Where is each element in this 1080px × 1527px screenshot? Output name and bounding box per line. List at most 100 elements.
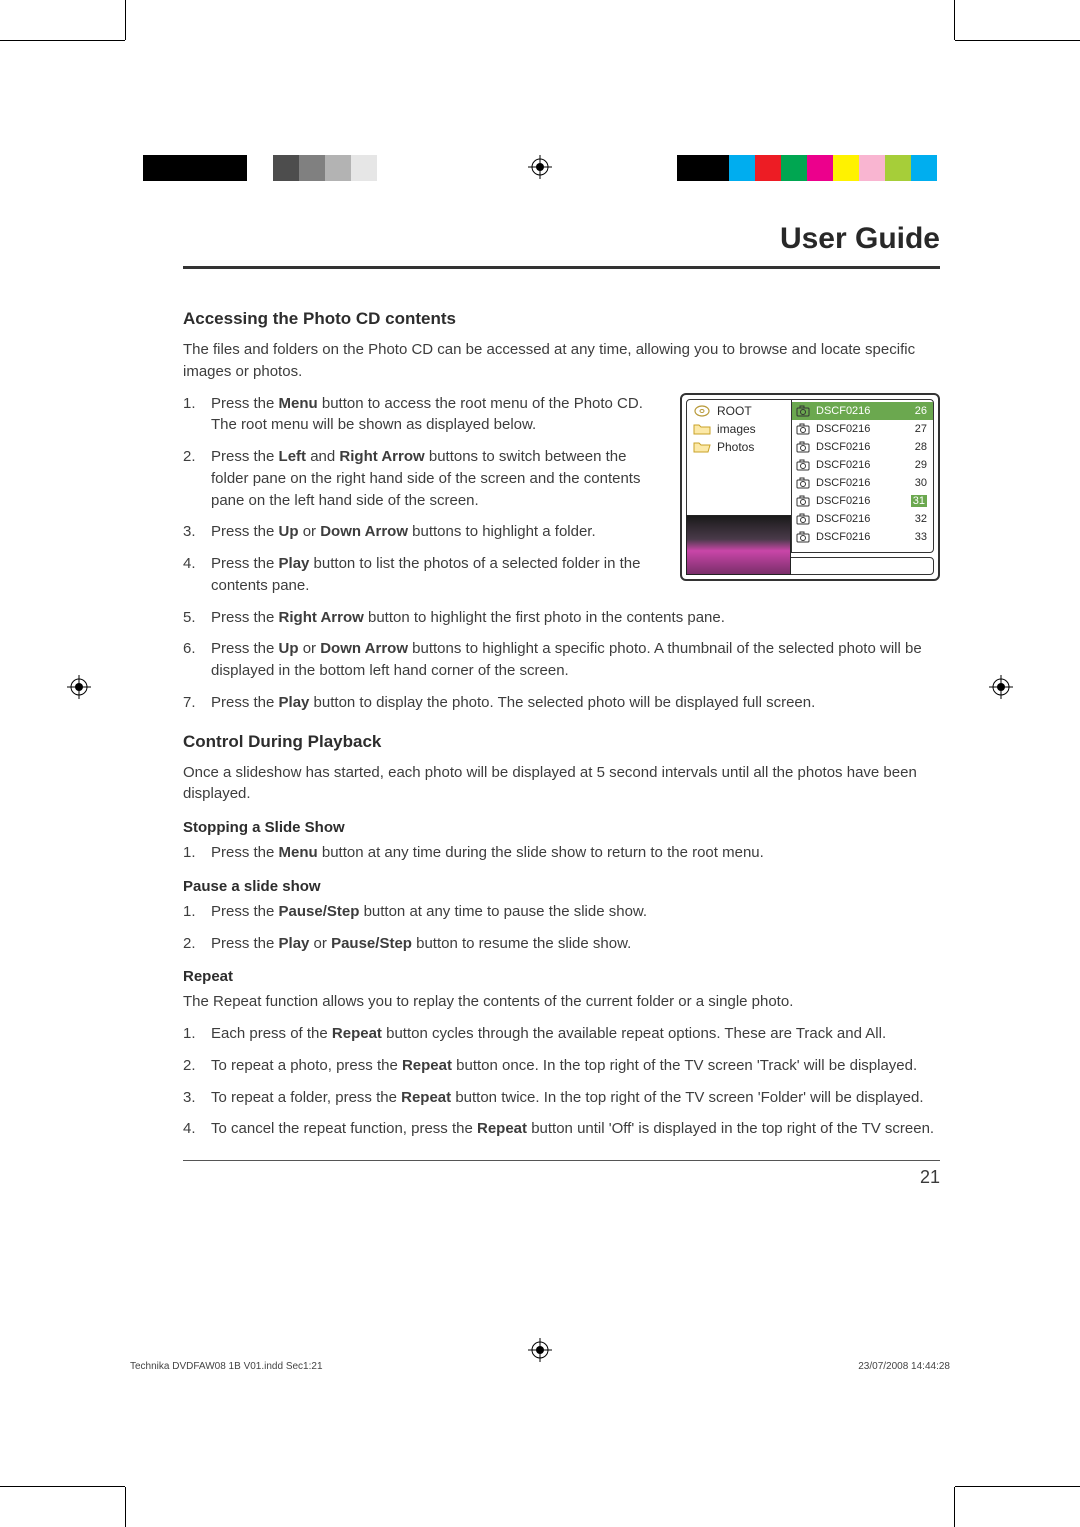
file-row: DSCF021633 [792, 528, 933, 546]
file-number: 26 [915, 405, 927, 417]
list-item: Press the Play button to display the pho… [183, 692, 940, 714]
folder-label: ROOT [717, 404, 752, 418]
list-item: To repeat a photo, press the Repeat butt… [183, 1055, 940, 1077]
list-item: Press the Pause/Step button at any time … [183, 901, 940, 923]
crop-mark [954, 0, 955, 40]
list-item: Press the Menu button to access the root… [183, 393, 662, 437]
color-swatch [755, 155, 781, 181]
registration-mark-icon [989, 675, 1013, 699]
menu-screenshot-figure: ROOTimagesPhotos DSCF021626DSCF021627DSC… [680, 393, 940, 581]
list-item: Press the Left and Right Arrow buttons t… [183, 446, 662, 511]
file-name: DSCF0216 [816, 459, 915, 471]
crop-mark [0, 1486, 125, 1487]
list-item: Press the Play button to list the photos… [183, 553, 662, 597]
list-item: Press the Menu button at any time during… [183, 842, 940, 864]
list-item: Each press of the Repeat button cycles t… [183, 1023, 940, 1045]
list-item: Press the Right Arrow button to highligh… [183, 607, 940, 629]
folder-row: Photos [693, 440, 785, 454]
color-swatch [299, 155, 325, 181]
color-swatch [351, 155, 377, 181]
color-swatch [703, 155, 729, 181]
file-row: DSCF021626 [792, 402, 933, 420]
section-heading: Accessing the Photo CD contents [183, 309, 940, 329]
file-row: DSCF021628 [792, 438, 933, 456]
file-row: DSCF021630 [792, 474, 933, 492]
print-footer-left: Technika DVDFAW08 1B V01.indd Sec1:21 [130, 1361, 323, 1372]
camera-icon [796, 495, 812, 507]
file-row: DSCF021627 [792, 420, 933, 438]
list-item: Press the Play or Pause/Step button to r… [183, 933, 940, 955]
color-swatch [273, 155, 299, 181]
instruction-list: Press the Menu button at any time during… [183, 842, 940, 864]
color-swatch [169, 155, 195, 181]
page-title: User Guide [183, 222, 940, 269]
registration-mark-icon [67, 675, 91, 699]
crop-mark [954, 1487, 955, 1527]
section-intro: The files and folders on the Photo CD ca… [183, 339, 940, 383]
color-swatch [143, 155, 169, 181]
crop-mark [955, 1486, 1080, 1487]
color-swatch [833, 155, 859, 181]
instruction-list: Press the Menu button to access the root… [183, 393, 662, 597]
file-name: DSCF0216 [816, 495, 911, 507]
folder-row: ROOT [693, 404, 785, 418]
instruction-list: Each press of the Repeat button cycles t… [183, 1023, 940, 1140]
file-number: 28 [915, 441, 927, 453]
file-number: 31 [911, 495, 927, 507]
registration-mark-icon [528, 155, 552, 179]
list-item: To repeat a folder, press the Repeat but… [183, 1087, 940, 1109]
file-row: DSCF021631 [792, 492, 933, 510]
color-swatch [807, 155, 833, 181]
instruction-list: Press the Right Arrow button to highligh… [183, 607, 940, 714]
page-content: User Guide Accessing the Photo CD conten… [183, 222, 940, 1188]
folder-label: Photos [717, 440, 754, 454]
color-swatch [195, 155, 221, 181]
file-name: DSCF0216 [816, 405, 915, 417]
file-pane: DSCF021626DSCF021627DSCF021628DSCF021629… [792, 400, 933, 552]
crop-mark [0, 40, 125, 41]
camera-icon [796, 441, 812, 453]
color-swatch [221, 155, 247, 181]
color-swatch [247, 155, 273, 181]
camera-icon [796, 423, 812, 435]
section-intro: Once a slideshow has started, each photo… [183, 762, 940, 806]
file-number: 27 [915, 423, 927, 435]
color-bar-right [677, 155, 937, 181]
color-swatch [911, 155, 937, 181]
file-number: 33 [915, 531, 927, 543]
file-name: DSCF0216 [816, 477, 915, 489]
file-name: DSCF0216 [816, 531, 915, 543]
subsection-heading: Repeat [183, 968, 940, 985]
subsection-intro: The Repeat function allows you to replay… [183, 991, 940, 1013]
list-item: To cancel the repeat function, press the… [183, 1118, 940, 1140]
section-heading: Control During Playback [183, 732, 940, 752]
folder-open-icon [693, 440, 711, 454]
color-swatch [377, 155, 403, 181]
crop-mark [125, 1487, 126, 1527]
subsection-heading: Stopping a Slide Show [183, 819, 940, 836]
file-number: 29 [915, 459, 927, 471]
print-footer-right: 23/07/2008 14:44:28 [858, 1361, 950, 1372]
color-swatch [729, 155, 755, 181]
camera-icon [796, 405, 812, 417]
camera-icon [796, 477, 812, 489]
folder-label: images [717, 422, 756, 436]
camera-icon [796, 531, 812, 543]
file-row: DSCF021632 [792, 510, 933, 528]
list-item: Press the Up or Down Arrow buttons to hi… [183, 521, 662, 543]
file-number: 32 [915, 513, 927, 525]
color-swatch [859, 155, 885, 181]
color-swatch [781, 155, 807, 181]
disc-icon [693, 404, 711, 418]
camera-icon [796, 513, 812, 525]
page-number: 21 [183, 1160, 940, 1188]
crop-mark [955, 40, 1080, 41]
file-name: DSCF0216 [816, 441, 915, 453]
color-swatch [885, 155, 911, 181]
instruction-list: Press the Pause/Step button at any time … [183, 901, 940, 955]
color-bar-left [143, 155, 403, 181]
folder-icon [693, 422, 711, 436]
color-swatch [677, 155, 703, 181]
print-footer: Technika DVDFAW08 1B V01.indd Sec1:21 23… [130, 1361, 950, 1372]
file-number: 30 [915, 477, 927, 489]
